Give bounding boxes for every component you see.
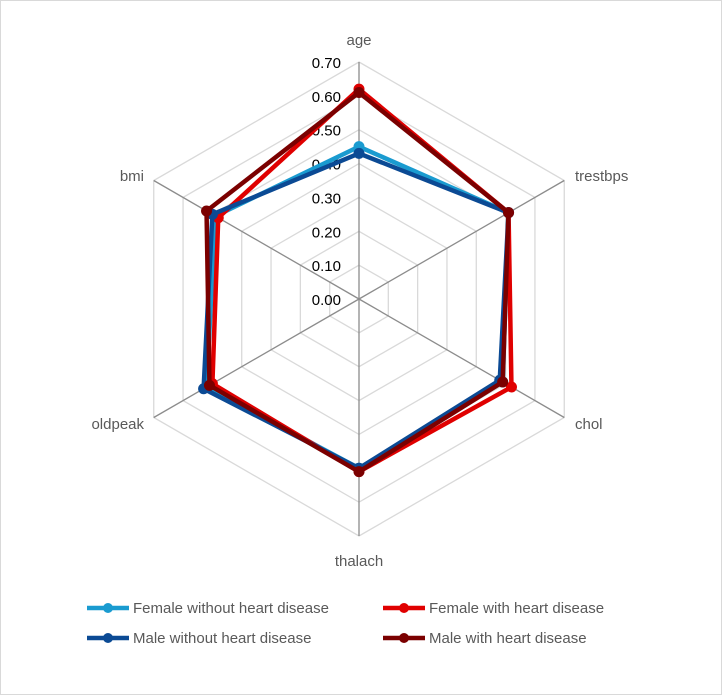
data-point [201, 205, 213, 217]
legend-label: Female with heart disease [429, 600, 604, 617]
data-point [353, 86, 365, 98]
axis-spoke [153, 179, 360, 300]
axis-spoke [358, 298, 565, 419]
category-label: age [346, 32, 371, 49]
legend-label: Male with heart disease [429, 630, 587, 647]
category-label: trestbps [575, 168, 628, 185]
legend-marker [103, 603, 113, 613]
legend-label: Male without heart disease [133, 630, 311, 647]
data-point [353, 466, 365, 478]
category-label: chol [575, 416, 603, 433]
axis-spoke [358, 179, 565, 300]
axis-spoke [153, 298, 360, 419]
series-line [201, 151, 511, 471]
tick-label: 0.10 [312, 258, 341, 275]
category-label: thalach [335, 553, 383, 570]
data-point [353, 147, 365, 159]
data-point [203, 379, 215, 391]
tick-label: 0.00 [312, 292, 341, 309]
tick-label: 0.60 [312, 89, 341, 106]
data-point [503, 207, 515, 219]
legend-marker [103, 633, 113, 643]
data-point [497, 376, 509, 388]
tick-label: 0.70 [312, 55, 341, 72]
data-point [505, 381, 517, 393]
category-label: oldpeak [91, 416, 144, 433]
legend-marker [399, 603, 409, 613]
legend-label: Female without heart disease [133, 600, 329, 617]
tick-label: 0.30 [312, 190, 341, 207]
legend-marker [399, 633, 409, 643]
tick-label: 0.20 [312, 224, 341, 241]
category-label: bmi [120, 168, 144, 185]
